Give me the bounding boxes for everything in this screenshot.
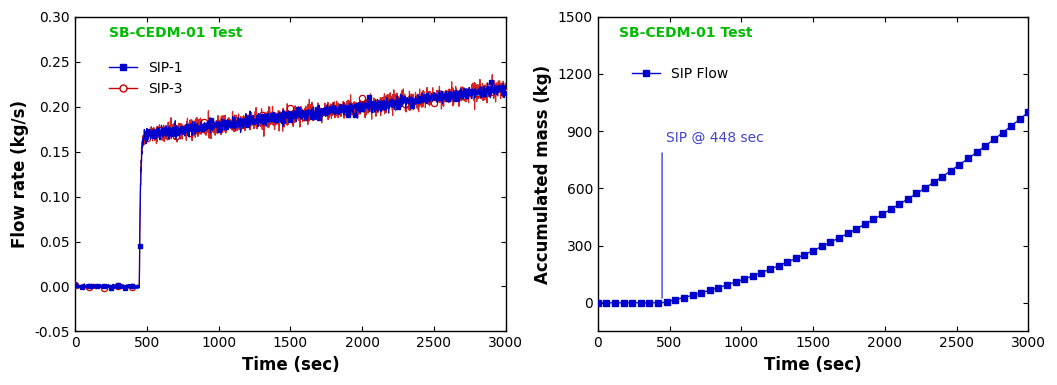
Legend: SIP-1, SIP-3: SIP-1, SIP-3 xyxy=(104,55,188,101)
Text: SB-CEDM-01 Test: SB-CEDM-01 Test xyxy=(619,26,753,40)
Y-axis label: Accumulated mass (kg): Accumulated mass (kg) xyxy=(534,64,552,284)
X-axis label: Time (sec): Time (sec) xyxy=(241,356,339,374)
Text: SIP @ 448 sec: SIP @ 448 sec xyxy=(666,131,764,144)
Y-axis label: Flow rate (kg/s): Flow rate (kg/s) xyxy=(12,100,30,248)
X-axis label: Time (sec): Time (sec) xyxy=(764,356,861,374)
Text: SB-CEDM-01 Test: SB-CEDM-01 Test xyxy=(110,26,243,40)
Legend: SIP Flow: SIP Flow xyxy=(626,61,734,87)
